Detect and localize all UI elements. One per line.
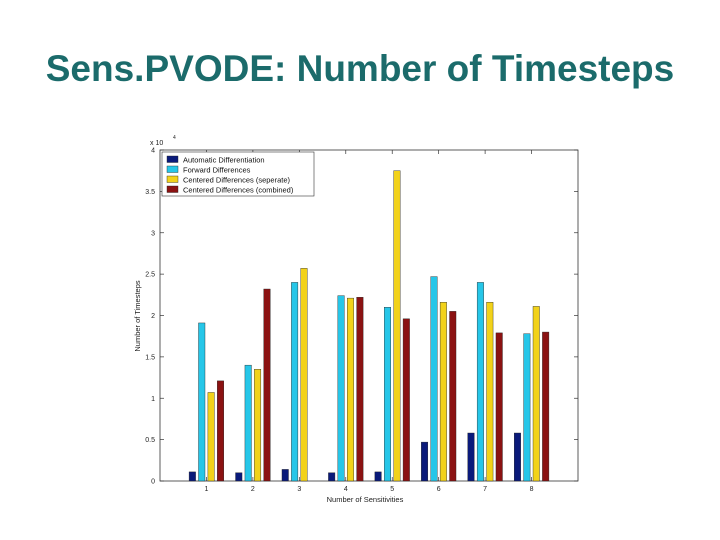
bar-chart: 0 0.5 1 1.5 2 2.5 3 3.5 4 1 2 3 4 5 6 7 8 Automatic Dif… [133, 135, 579, 504]
legend-entry: Centered Differences (seperate) [183, 176, 291, 185]
x-tick-label: 5 [390, 486, 394, 493]
y-tick-label: 3 [151, 230, 155, 237]
bar-automatic-differentiation-6 [421, 441, 429, 482]
y-tick-label: 0.5 [145, 437, 155, 444]
bar-forward-differences-8 [523, 333, 531, 482]
y-tick-label: 1 [151, 396, 155, 403]
bar-centered-differences-combined-2 [263, 288, 271, 482]
legend-swatch [166, 175, 179, 183]
bar-centered-differences-seperate-7 [486, 302, 494, 482]
x-tick-label: 4 [344, 486, 348, 493]
bar-centered-differences-combined-6 [449, 311, 457, 482]
bar-automatic-differentiation-7 [467, 432, 475, 482]
x-tick-label: 3 [297, 486, 301, 493]
legend-entry: Automatic Differentiation [183, 156, 265, 165]
bar-forward-differences-5 [384, 307, 391, 482]
bar-automatic-differentiation-8 [514, 432, 521, 482]
x-tick-label: 6 [437, 486, 441, 493]
bar-forward-differences-3 [291, 282, 299, 482]
bar-centered-differences-combined-8 [542, 331, 550, 482]
bar-centered-differences-seperate-3 [300, 268, 308, 482]
legend-entry: Centered Differences (combined) [183, 186, 294, 195]
bar-centered-differences-combined-7 [495, 332, 503, 482]
bar-forward-differences-2 [244, 364, 252, 482]
bar-centered-differences-combined-5 [402, 318, 410, 482]
y-tick-label: 2.5 [145, 272, 155, 279]
bar-automatic-differentiation-1 [188, 471, 196, 482]
bar-centered-differences-seperate-8 [532, 306, 540, 482]
legend-box [161, 151, 315, 197]
x-tick-label: 1 [204, 486, 208, 493]
legend-swatch [166, 155, 179, 163]
bar-automatic-differentiation-5 [374, 471, 382, 482]
y-tick-label: 1.5 [145, 354, 155, 361]
y-tick-label: 4 [151, 148, 155, 155]
bar-automatic-differentiation-2 [235, 472, 243, 482]
x-axis-ticks: 1 2 3 4 5 6 7 8 [204, 150, 534, 493]
bar-centered-differences-combined-4 [356, 297, 364, 482]
legend-entry: Forward Differences [183, 166, 251, 175]
plot-frame [159, 149, 579, 482]
bar-centered-differences-combined-1 [217, 380, 224, 482]
bar-centered-differences-seperate-5 [393, 170, 401, 482]
bar-centered-differences-seperate-1 [207, 392, 215, 482]
y-tick-label: 3.5 [145, 189, 155, 196]
y-axis-ticks: 0 0.5 1 1.5 2 2.5 3 3.5 4 [145, 148, 578, 486]
y-multiplier-exponent: 4 [173, 135, 176, 141]
y-tick-label: 2 [151, 313, 155, 320]
bar-forward-differences-7 [476, 282, 484, 482]
bars [188, 170, 550, 482]
x-axis-title: Number of Sensitivities [327, 495, 404, 504]
x-tick-label: 2 [251, 486, 255, 493]
bar-centered-differences-seperate-6 [439, 302, 447, 482]
y-tick-label: 0 [151, 479, 155, 486]
x-tick-label: 7 [483, 486, 487, 493]
plot-area [159, 149, 579, 482]
y-multiplier-label: x 10 [150, 140, 163, 147]
bar-forward-differences-4 [337, 295, 345, 482]
x-tick-label: 8 [530, 486, 534, 493]
bar-centered-differences-seperate-2 [254, 369, 262, 482]
y-axis-title: Number of Timesteps [133, 280, 142, 352]
bar-forward-differences-1 [198, 322, 206, 482]
bar-automatic-differentiation-3 [281, 469, 289, 482]
bar-automatic-differentiation-4 [328, 472, 336, 482]
legend-swatch [166, 165, 179, 173]
bar-forward-differences-6 [430, 276, 438, 482]
slide-title: Sens.PVODE: Number of Timesteps [45, 48, 675, 89]
legend-swatch [166, 185, 179, 193]
bar-centered-differences-seperate-4 [347, 297, 354, 482]
